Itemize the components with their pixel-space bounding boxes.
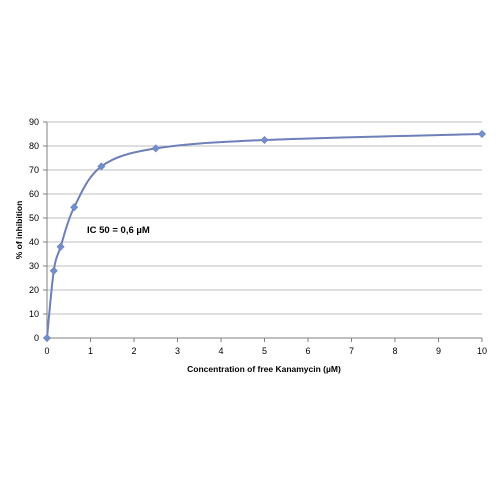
data-point-marker — [49, 266, 58, 275]
grid-layer — [47, 121, 482, 315]
y-tick-label: 50 — [29, 213, 39, 223]
x-tick-label: 7 — [349, 346, 354, 356]
y-tick-label: 60 — [29, 189, 39, 199]
x-tick-label: 6 — [305, 346, 310, 356]
data-point-marker — [260, 135, 269, 145]
y-tick-label: 0 — [34, 333, 39, 343]
data-point-marker — [56, 242, 65, 251]
x-tick-label: 0 — [44, 346, 49, 356]
x-tick-label: 4 — [218, 346, 223, 356]
y-tick-label: 90 — [29, 117, 39, 127]
data-point-marker — [70, 203, 79, 212]
y-tick-label: 30 — [29, 261, 39, 271]
series-line-0 — [46, 133, 483, 339]
y-tick-label: 80 — [29, 141, 39, 151]
x-tick-label: 10 — [477, 346, 487, 356]
y-tick-label: 70 — [29, 165, 39, 175]
x-tick-label: 1 — [88, 346, 93, 356]
x-tick-label: 3 — [175, 346, 180, 356]
data-point-marker — [477, 129, 487, 139]
data-point-marker — [97, 162, 106, 171]
x-tick-label: 2 — [131, 346, 136, 356]
y-tick-label: 10 — [29, 309, 39, 319]
x-tick-label: 9 — [436, 346, 441, 356]
label-layer: % of inhibition Concentration of free Ka… — [14, 201, 341, 374]
y-tick-label: 40 — [29, 237, 39, 247]
y-axis-title: % of inhibition — [14, 201, 24, 260]
x-tick-label: 5 — [262, 346, 267, 356]
data-point-marker — [151, 144, 160, 153]
axis-layer: 0 10 20 30 40 50 60 70 80 90 0 1 2 3 4 5 6 7 8 9 10 — [29, 117, 487, 356]
x-tick-label: 8 — [392, 346, 397, 356]
x-axis-title: Concentration of free Kanamycin (µM) — [187, 364, 341, 374]
ic50-annotation: IC 50 = 0,6 µM — [87, 225, 150, 236]
y-tick-label: 20 — [29, 285, 39, 295]
data-point-marker — [42, 333, 52, 343]
series-layer — [42, 129, 487, 343]
